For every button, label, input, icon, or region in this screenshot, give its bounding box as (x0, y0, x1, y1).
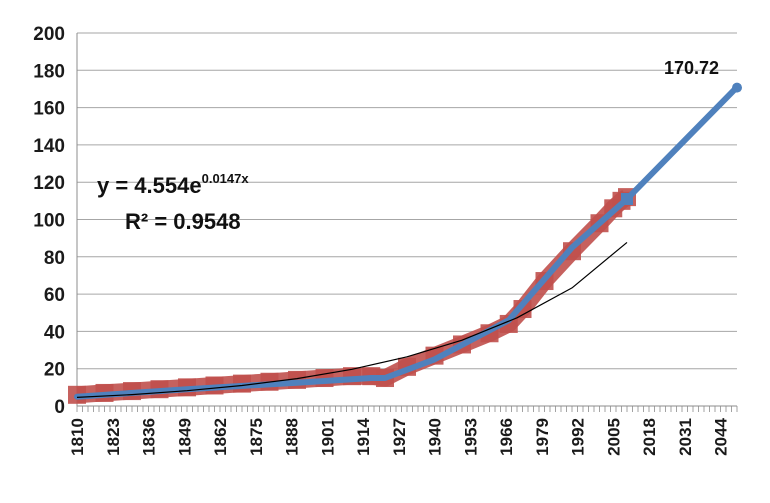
x-tick-label: 1810 (68, 418, 87, 456)
equation-label: y = 4.554e0.0147x (97, 171, 249, 198)
y-tick-label: 40 (44, 322, 65, 343)
x-tick-label: 1888 (283, 418, 302, 456)
y-tick-label: 100 (33, 211, 65, 232)
x-tick-label: 1940 (426, 418, 445, 456)
gridlines (77, 32, 737, 370)
y-tick-label: 80 (44, 248, 65, 269)
y-tick-label: 120 (33, 173, 65, 194)
y-tick-label: 160 (33, 99, 65, 120)
x-tick-label: 1914 (354, 417, 373, 455)
y-tick-label: 60 (44, 285, 65, 306)
end-point-marker (732, 82, 742, 93)
x-tick-label: 1953 (461, 418, 480, 456)
series-blue-line (74, 84, 740, 400)
x-tick-label: 1979 (533, 418, 552, 456)
x-tick-label: 1927 (390, 418, 409, 456)
y-tick-label: 140 (33, 136, 65, 157)
axes (76, 33, 738, 412)
series-blue-marker (621, 192, 633, 205)
x-tick-label: 1823 (104, 418, 123, 456)
x-tick-label: 1901 (318, 418, 337, 456)
x-tick-label: 2044 (712, 417, 731, 455)
y-tick-label: 180 (33, 61, 65, 82)
x-tick-label: 1966 (497, 418, 516, 456)
x-tick-label: 2005 (604, 418, 623, 456)
x-tick-label: 1836 (140, 418, 159, 456)
trendline (76, 241, 628, 398)
x-tick-label: 1849 (175, 418, 194, 456)
y-tick-label: 0 (54, 397, 65, 418)
x-tick-labels: 1810 1823 1836 1849 1862 1875 1888 1901 1914 1927… (68, 417, 731, 455)
x-tick-label: 2018 (640, 418, 659, 456)
y-tick-labels: 0 20 40 60 80 100 120 140 160 180 200 (33, 24, 65, 418)
end-value-label: 170.72 (664, 58, 719, 78)
x-tick-label: 2031 (676, 418, 695, 456)
x-tick-label: 1875 (247, 418, 266, 456)
x-tick-label: 1992 (569, 418, 588, 456)
r-squared-label: R² = 0.9548 (125, 209, 241, 234)
x-tick-label: 1862 (211, 418, 230, 456)
y-tick-label: 200 (33, 24, 65, 45)
series-lines (68, 82, 742, 404)
y-tick-label: 20 (44, 360, 65, 381)
